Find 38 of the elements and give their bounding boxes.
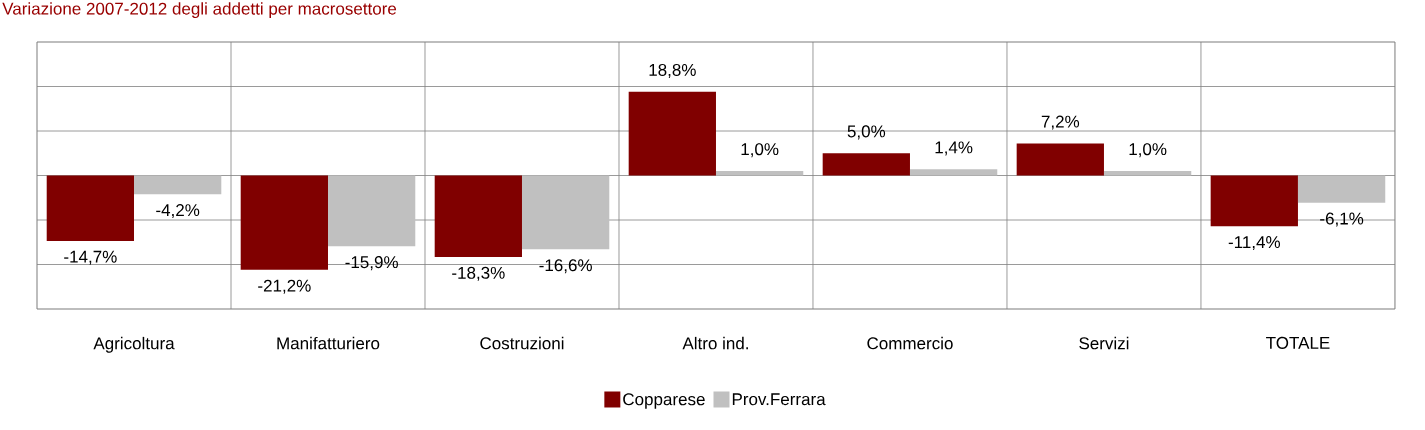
data-label: -21,2%: [258, 279, 311, 294]
data-label: -14,7%: [64, 250, 117, 265]
bar: [715, 171, 804, 176]
bar: [46, 175, 135, 241]
data-label: 1,4%: [935, 141, 973, 156]
legend-label: Prov.Ferrara: [732, 393, 826, 406]
x-tick-label: Altro ind.: [682, 336, 748, 350]
data-label: 7,2%: [1041, 115, 1080, 130]
bar: [134, 175, 222, 195]
x-tick-label: Servizi: [1079, 336, 1129, 350]
chart-title: Variazione 2007-2012 degli addetti per macrosettore: [2, 2, 397, 19]
x-tick-label: Commercio: [867, 336, 953, 350]
data-label: 1,0%: [1129, 143, 1167, 158]
bar: [1103, 171, 1192, 176]
data-label: 5,0%: [847, 125, 886, 140]
bar: [434, 175, 522, 257]
bar: [240, 175, 328, 270]
bar: [822, 153, 910, 176]
data-label: -15,9%: [345, 256, 398, 271]
x-tick-label: TOTALE: [1266, 336, 1330, 349]
bar: [628, 91, 716, 176]
bar: [1297, 175, 1386, 203]
data-label: -4,2%: [156, 204, 200, 219]
data-label: 18,8%: [649, 63, 696, 78]
x-tick-label: Manifatturiero: [277, 336, 380, 350]
data-label: 1,0%: [741, 143, 779, 158]
bar: [1210, 175, 1298, 227]
data-label: -16,6%: [539, 259, 592, 274]
data-label: -18,3%: [452, 266, 505, 281]
legend-label: Copparese: [623, 393, 705, 409]
bar: [328, 175, 416, 247]
data-label: -11,4%: [1228, 236, 1281, 251]
x-tick-label: Costruzioni: [480, 336, 564, 350]
bar: [1016, 143, 1104, 176]
data-label: -6,1%: [1320, 212, 1364, 227]
bar: [909, 169, 998, 176]
x-tick-label: Agricoltura: [93, 336, 175, 353]
bar: [521, 175, 610, 250]
